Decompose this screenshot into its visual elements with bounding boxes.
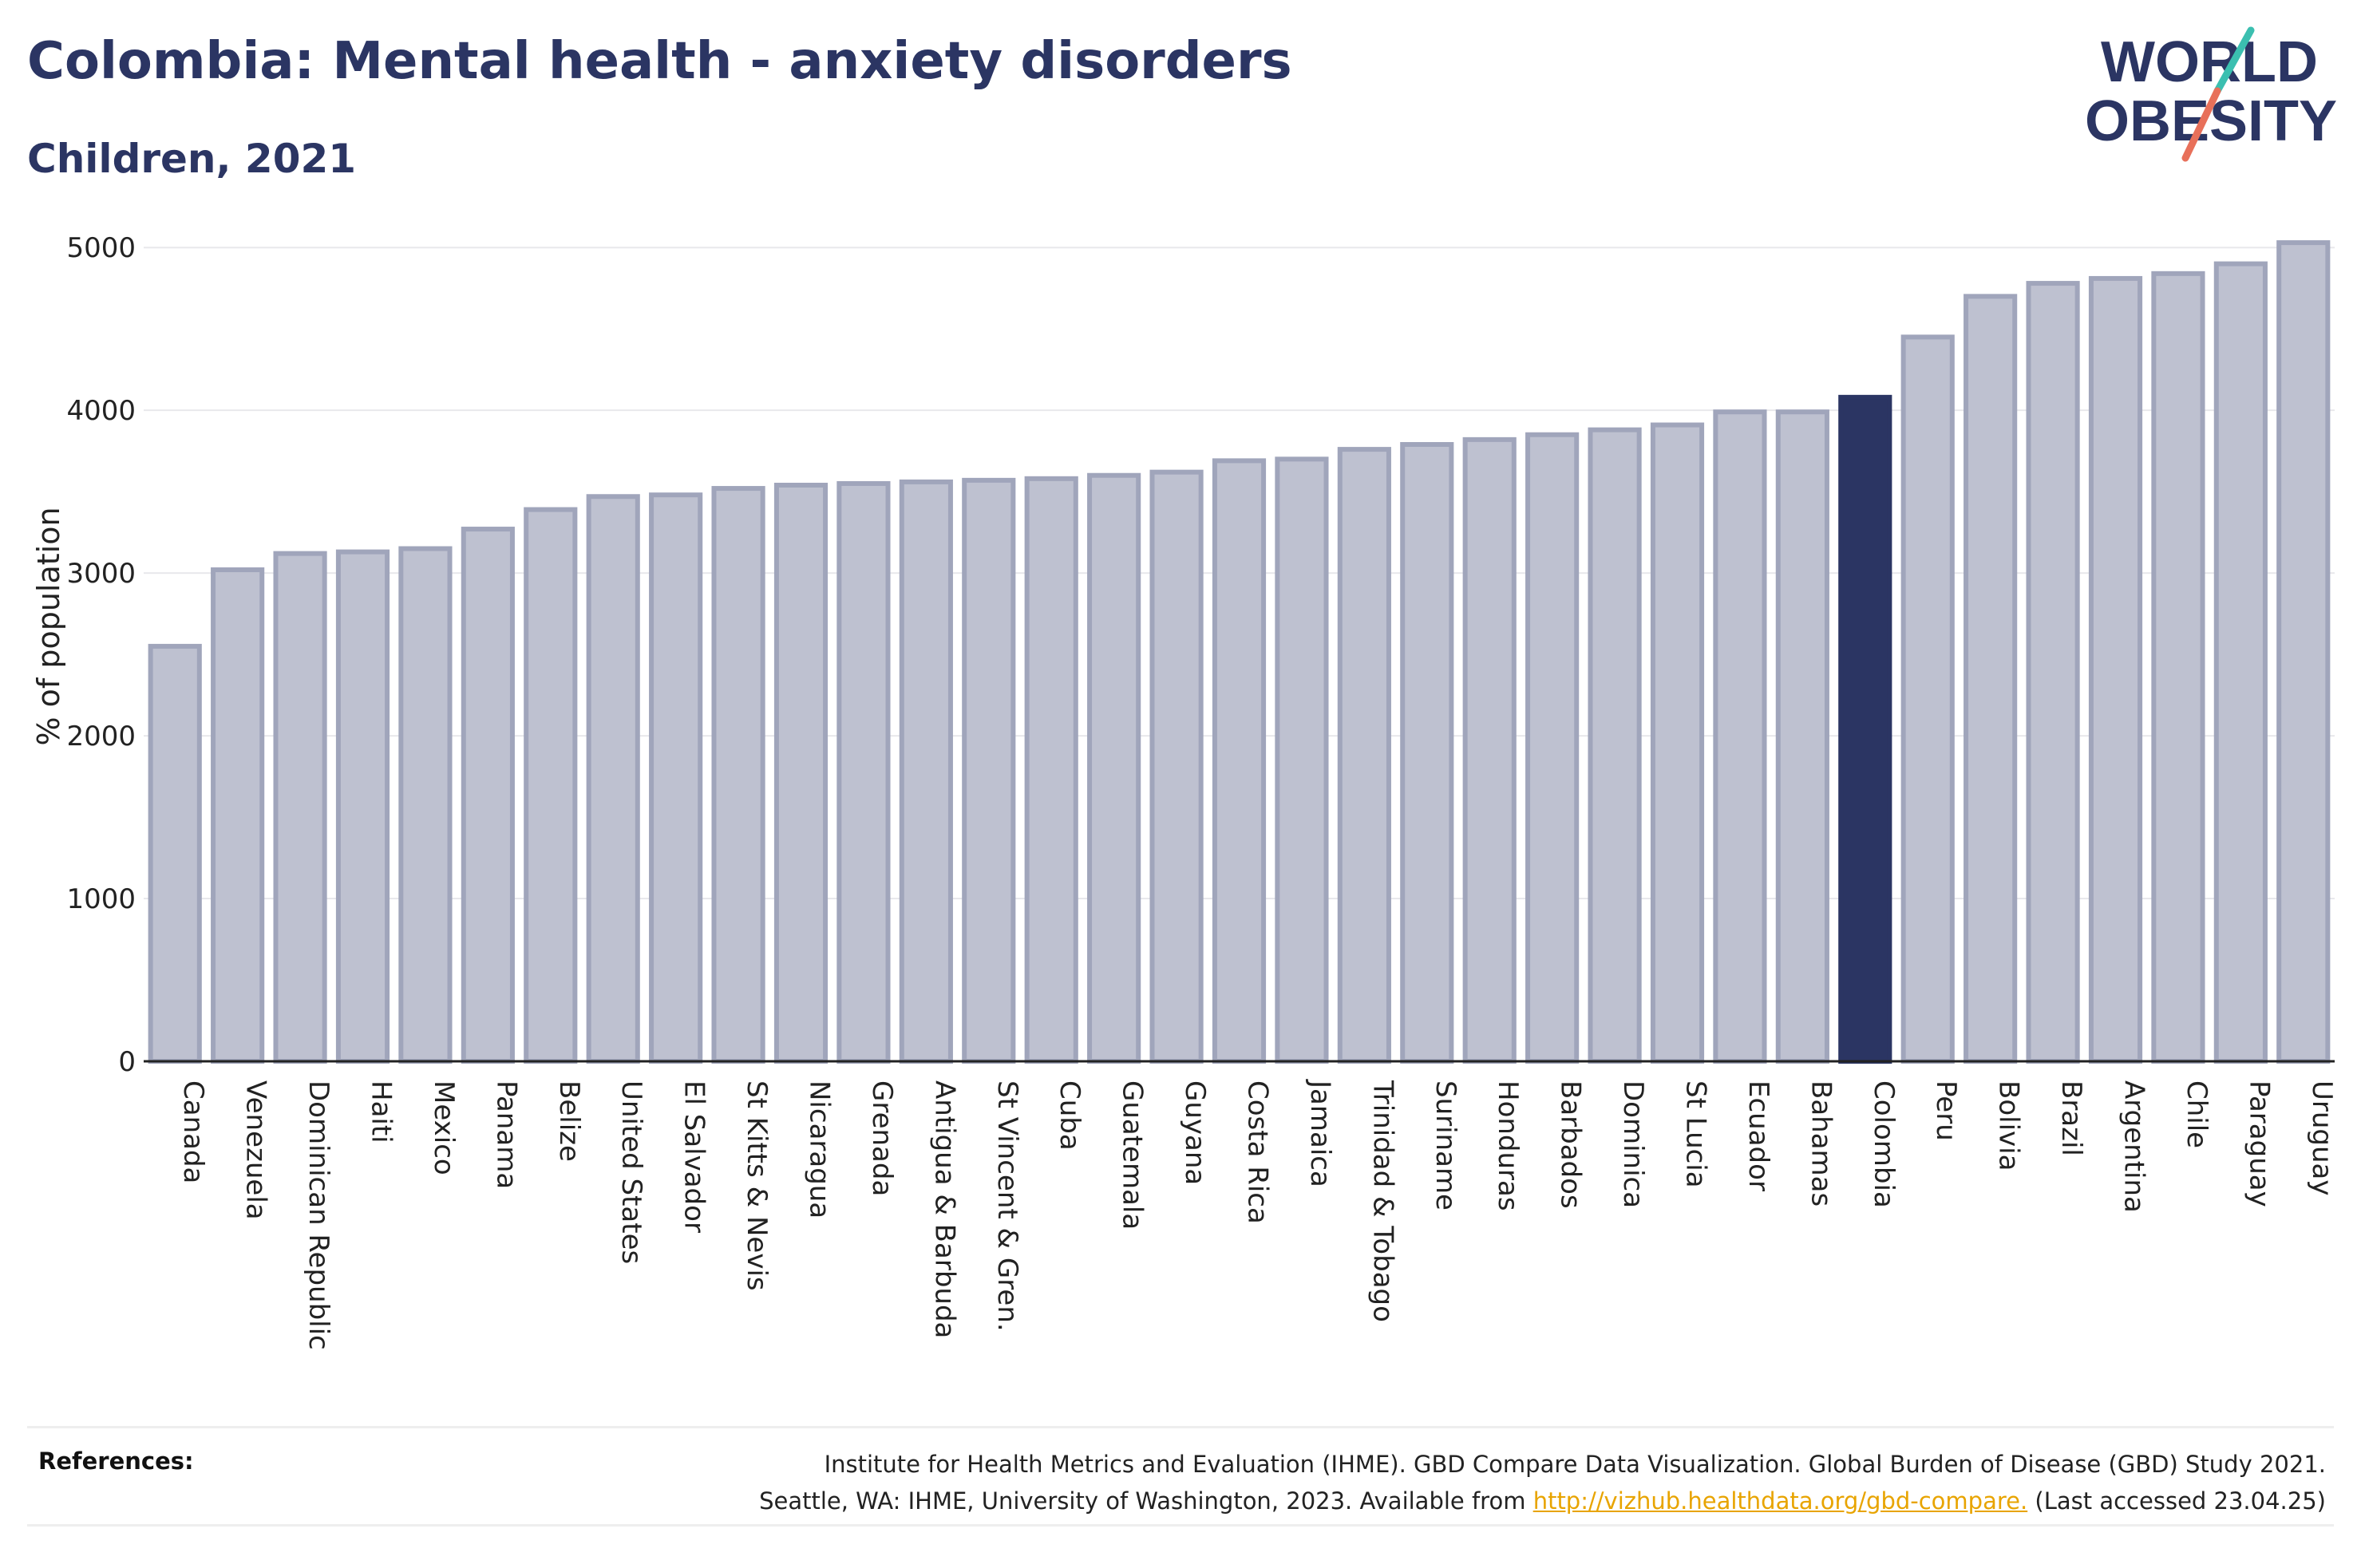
bar-paraguay [2213, 261, 2268, 1064]
bar-el-salvador [649, 492, 703, 1064]
bar-antigua-barbuda [899, 479, 953, 1064]
x-tick-label: Haiti [366, 1080, 397, 1143]
y-tick-label: 5000 [66, 232, 136, 264]
bar-st-vincent-gren- [962, 477, 1016, 1064]
bar-uruguay [2276, 240, 2331, 1064]
x-tick-label: Guatemala [1117, 1080, 1149, 1230]
page-subtitle: Children, 2021 [27, 136, 357, 182]
x-tick-label: El Salvador [678, 1080, 710, 1233]
x-tick-label: St Kitts & Nevis [741, 1080, 773, 1291]
y-tick-label: 4000 [66, 395, 136, 427]
bar-chile [2151, 271, 2205, 1064]
y-tick-label: 0 [118, 1046, 136, 1078]
bar-chart: 0 1000 2000 3000 4000 5000 % of population Can… [31, 232, 2338, 1350]
footer-divider-bottom [27, 1524, 2334, 1527]
y-tick-label: 3000 [66, 558, 136, 590]
bar-grenada [836, 480, 891, 1064]
x-tick-label: Antigua & Barbuda [928, 1080, 960, 1338]
axis-layer: 0 1000 2000 3000 4000 5000 % of population [31, 232, 2335, 1078]
bar-united-states [586, 494, 640, 1064]
references-line2-before: Seattle, WA: IHME, University of Washing… [759, 1487, 1533, 1515]
bar-colombia [1838, 394, 1892, 1064]
bar-dominican-republic [273, 551, 327, 1064]
x-tick-label: Bolivia [1993, 1080, 2025, 1171]
page-title: Colombia: Mental health - anxiety disord… [27, 32, 1292, 91]
x-tick-label: Colombia [1868, 1080, 1900, 1208]
bar-honduras [1462, 436, 1517, 1064]
x-tick-label: Belize [553, 1080, 585, 1162]
x-tick-label: Dominican Republic [303, 1080, 334, 1350]
bar-venezuela [211, 567, 265, 1064]
bar-st-kitts-nevis [711, 486, 765, 1064]
bar-dominica [1588, 427, 1642, 1064]
bar-jamaica [1275, 456, 1329, 1064]
bar-trinidad-tobago [1337, 447, 1391, 1064]
references-line1: Institute for Health Metrics and Evaluat… [824, 1451, 2326, 1478]
x-tick-label: Nicaragua [804, 1080, 836, 1218]
logo-line1: WORLD [2101, 30, 2318, 94]
y-tick-label: 2000 [66, 721, 136, 752]
x-tick-label: Venezuela [240, 1080, 272, 1220]
bar-st-lucia [1650, 422, 1705, 1064]
bar-barbados [1525, 432, 1580, 1064]
x-tick-label: Ecuador [1742, 1080, 1774, 1191]
x-tick-label: Panama [490, 1080, 522, 1189]
x-tick-label: Brazil [2055, 1080, 2087, 1156]
bar-belize [524, 507, 578, 1064]
references-label: References: [38, 1448, 194, 1475]
bar-nicaragua [773, 482, 829, 1064]
x-tick-label: Cuba [1054, 1080, 1086, 1151]
references-text: Institute for Health Metrics and Evaluat… [759, 1446, 2326, 1519]
x-tick-label: Chile [2181, 1080, 2213, 1148]
x-tick-label: Argentina [2118, 1080, 2150, 1213]
x-tick-label: Bahamas [1805, 1080, 1837, 1207]
bar-cuba [1024, 476, 1078, 1064]
x-tick-label: Guyana [1179, 1080, 1211, 1185]
bar-suriname [1400, 441, 1454, 1064]
bar-bahamas [1775, 409, 1829, 1064]
bar-bolivia [1964, 294, 2018, 1064]
x-tick-label: Dominica [1617, 1080, 1649, 1208]
x-tick-label: Uruguay [2306, 1080, 2338, 1196]
x-tick-label: United States [615, 1080, 647, 1264]
y-axis-label: % of population [31, 507, 66, 745]
bar-guatemala [1087, 472, 1141, 1064]
references-line2-after: (Last accessed 23.04.25) [2027, 1487, 2326, 1515]
bar-guyana [1149, 469, 1204, 1064]
x-tick-label: Canada [177, 1080, 209, 1183]
bar-mexico [398, 546, 453, 1064]
x-tick-label: Jamaica [1304, 1079, 1336, 1187]
references-line2: Seattle, WA: IHME, University of Washing… [759, 1483, 2326, 1519]
references-link[interactable]: http://vizhub.healthdata.org/gbd-compare… [1532, 1487, 2028, 1515]
x-tick-label: St Vincent & Gren. [991, 1080, 1023, 1332]
x-tick-label: Costa Rica [1242, 1080, 1274, 1224]
bar-brazil [2026, 281, 2080, 1064]
world-obesity-logo: WORLD OBESITY [2085, 26, 2337, 162]
bar-ecuador [1713, 409, 1767, 1064]
bar-canada [148, 643, 202, 1064]
x-tick-label: Honduras [1492, 1080, 1524, 1211]
x-tick-label: Barbados [1555, 1080, 1587, 1209]
bar-argentina [2088, 275, 2143, 1064]
bar-panama [461, 527, 515, 1064]
y-tick-label: 1000 [66, 883, 136, 915]
label-layer: Canada Venezuela Dominican Republic Haiti Me… [177, 1079, 2338, 1350]
bar-layer [148, 240, 2331, 1064]
logo-slash-top [2213, 26, 2255, 95]
x-tick-label: St Lucia [1680, 1080, 1712, 1188]
footer-divider-top [27, 1426, 2334, 1428]
x-tick-label: Suriname [1430, 1080, 1461, 1211]
x-tick-label: Grenada [866, 1080, 898, 1196]
x-tick-label: Peru [1930, 1080, 1962, 1141]
logo-slash-bottom [2181, 87, 2221, 162]
bar-costa-rica [1212, 458, 1267, 1064]
x-tick-label: Mexico [428, 1080, 460, 1175]
bar-peru [1900, 334, 1955, 1064]
x-tick-label: Paraguay [2243, 1080, 2275, 1207]
x-tick-label: Trinidad & Tobago [1366, 1080, 1398, 1322]
bar-haiti [335, 549, 390, 1064]
